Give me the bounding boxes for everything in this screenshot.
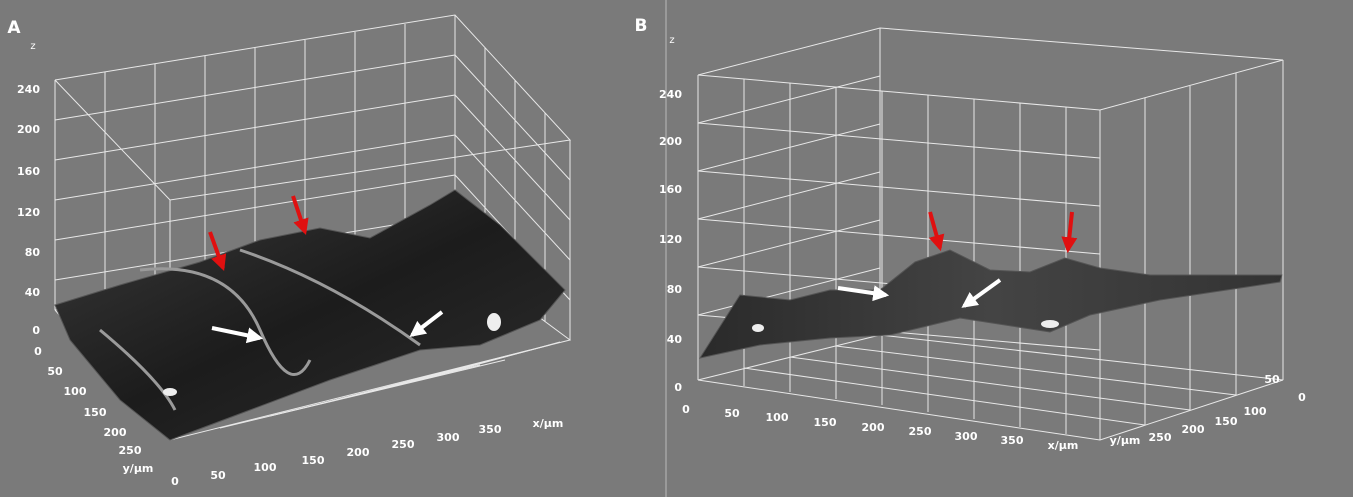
y-tick-label: 0 [34, 345, 42, 358]
y-tick-label: 200 [104, 426, 127, 439]
y-tick-label: 200 [1182, 423, 1205, 436]
x-tick-label: 50 [724, 407, 740, 420]
red-arrow [291, 195, 309, 236]
x-tick-label: 100 [254, 461, 277, 474]
y-axis-label: y/µm [123, 462, 154, 475]
y-tick-label: 50 [47, 365, 63, 378]
x-tick-label: 150 [302, 454, 325, 467]
y-tick-label: 250 [1149, 431, 1172, 444]
red-arrow [1061, 211, 1078, 254]
z-tick-label: 240 [17, 83, 40, 96]
y-tick-label: 50 [1264, 373, 1280, 386]
y-tick-label: 100 [1244, 405, 1267, 418]
white-arrow [837, 285, 890, 302]
panel-label: B [635, 16, 648, 36]
white-arrow [211, 326, 264, 344]
y-tick-label: 150 [1215, 415, 1238, 428]
z-axis-label: z [669, 35, 674, 46]
spot [487, 313, 501, 331]
z-tick-label: 80 [25, 246, 41, 259]
z-tick-label: 160 [659, 183, 682, 196]
y-tick-label: 100 [64, 385, 87, 398]
z-tick-label: 120 [17, 206, 40, 219]
x-tick-label: 250 [909, 425, 932, 438]
x-tick-label: 250 [392, 438, 415, 451]
x-tick-label: 300 [437, 431, 460, 444]
y-tick-label: 0 [1298, 391, 1306, 404]
red-arrow [928, 211, 945, 252]
z-tick-label: 160 [17, 165, 40, 178]
spot [752, 324, 764, 332]
z-tick-label: 120 [659, 233, 682, 246]
y-tick-label: 150 [84, 406, 107, 419]
wireframe-b [697, 27, 1284, 441]
x-tick-label: 200 [862, 421, 885, 434]
z-tick-label: 0 [32, 324, 40, 337]
x-tick-label: 150 [814, 416, 837, 429]
x-axis-label: x/µm [1048, 439, 1079, 452]
x-tick-label: 50 [210, 469, 226, 482]
z-tick-label: 200 [659, 135, 682, 148]
x-tick-label: 200 [347, 446, 370, 459]
z-axis-label: z [30, 41, 35, 52]
spot [1041, 320, 1059, 328]
white-arrow [961, 278, 1002, 308]
x-tick-label: 350 [479, 423, 502, 436]
z-tick-label: 0 [674, 381, 682, 394]
z-tick-label: 200 [17, 123, 40, 136]
white-arrow [409, 310, 444, 337]
z-tick-label: 240 [659, 88, 682, 101]
z-tick-label: 40 [25, 286, 41, 299]
z-tick-label: 40 [667, 333, 683, 346]
y-tick-label: 250 [119, 444, 142, 457]
red-arrow [208, 231, 227, 272]
x-tick-label: 350 [1001, 434, 1024, 447]
x-tick-label: 0 [682, 403, 690, 416]
x-tick-label: 100 [766, 411, 789, 424]
z-tick-label: 80 [667, 283, 683, 296]
spot [163, 388, 177, 396]
panel-label: A [7, 18, 21, 38]
x-tick-label: 0 [171, 475, 179, 488]
y-axis-label: y/µm [1110, 434, 1141, 447]
x-axis-label: x/µm [533, 417, 564, 430]
x-tick-label: 300 [955, 430, 978, 443]
surface-a [54, 189, 566, 441]
